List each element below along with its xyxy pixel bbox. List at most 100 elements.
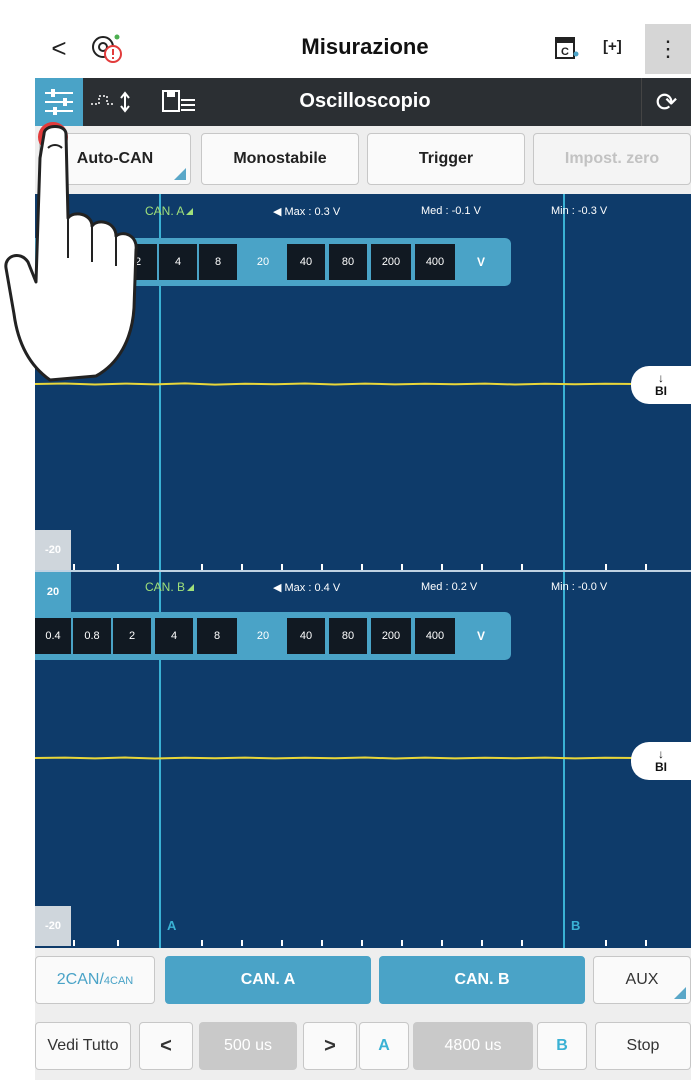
trigger-label: Trigger	[418, 150, 474, 167]
can-b-label: CAN. B	[454, 971, 510, 988]
channel-b-scale-selector: 0.4 0.8 2 4 8 20 40 80 200 400 V	[35, 612, 511, 660]
cursor-delta-value: 4800 us	[413, 1022, 533, 1070]
grid-tick	[645, 940, 647, 946]
channel-a-label[interactable]: CAN. A	[145, 204, 194, 218]
scale-option[interactable]: 40	[287, 618, 325, 654]
refresh-icon[interactable]: ⟳	[641, 78, 691, 126]
scale-unit: V	[476, 255, 485, 269]
vedi-tutto-button[interactable]: Vedi Tutto	[35, 1022, 131, 1070]
auto-can-label: Auto-CAN	[76, 150, 154, 167]
grid-tick	[441, 564, 443, 570]
can-a-button[interactable]: CAN. A	[165, 956, 371, 1004]
scale-option[interactable]: 400	[415, 244, 455, 280]
page-title: Misurazione	[301, 34, 429, 59]
channel-a-dropdown-icon	[186, 208, 194, 215]
calendar-c-icon[interactable]: C	[553, 34, 579, 62]
scale-option[interactable]: 80	[329, 618, 367, 654]
grid-tick	[201, 940, 203, 946]
grid-tick	[605, 940, 607, 946]
stop-label: Stop	[626, 1037, 660, 1054]
scale-option[interactable]: 8	[197, 618, 237, 654]
channel-b-baseline-marker[interactable]: ↓ BI	[631, 742, 691, 780]
time-prev-button[interactable]: <	[139, 1022, 193, 1070]
scale-option-selected[interactable]: 20	[243, 618, 283, 654]
scale-option[interactable]: 4	[159, 244, 197, 280]
cursor-b-button-label: B	[556, 1037, 568, 1054]
grid-tick	[117, 564, 119, 570]
dropdown-corner-icon	[174, 168, 186, 180]
fit-screen-icon[interactable]: [+]	[603, 38, 622, 55]
diagnostic-alert-icon[interactable]	[89, 32, 125, 66]
stop-button[interactable]: Stop	[595, 1022, 691, 1070]
pointing-hand-icon	[4, 125, 138, 382]
grid-tick	[441, 940, 443, 946]
scale-option[interactable]: 400	[415, 618, 455, 654]
grid-tick	[401, 564, 403, 570]
grid-tick	[401, 940, 403, 946]
scale-option[interactable]: 2	[113, 618, 151, 654]
trigger-wave-icon	[91, 91, 130, 113]
scale-option[interactable]: 80	[329, 244, 367, 280]
impost-zero-label: Impost. zero	[564, 150, 660, 167]
timebase-label: 500 us	[223, 1037, 273, 1054]
top-bar: < Misurazione C [+] ⋮	[35, 18, 691, 78]
svg-text:C: C	[561, 46, 569, 58]
scale-option[interactable]: 4	[155, 618, 193, 654]
can-b-button[interactable]: CAN. B	[379, 956, 585, 1004]
settings-sliders-tab[interactable]	[35, 78, 83, 126]
cursor-b-label: B	[571, 918, 581, 933]
impost-zero-button[interactable]: Impost. zero	[533, 133, 691, 185]
grid-tick	[321, 564, 323, 570]
grid-tick	[521, 564, 523, 570]
grid-tick	[117, 940, 119, 946]
trigger-button[interactable]: Trigger	[367, 133, 525, 185]
channel-a-baseline-marker[interactable]: ↓ BI	[631, 366, 691, 404]
save-list-tab[interactable]	[159, 88, 199, 116]
channel-a-max: ◀ Max : 0.3 V	[273, 206, 341, 218]
scale-option-selected[interactable]: 20	[243, 244, 283, 280]
more-vert-icon[interactable]: ⋮	[645, 24, 691, 74]
channel-b-max: ◀ Max : 0.4 V	[273, 582, 341, 594]
aux-label: AUX	[625, 971, 659, 988]
grid-tick	[481, 564, 483, 570]
channel-count-label: 2CAN/4CAN	[56, 971, 134, 988]
grid-tick	[645, 564, 647, 570]
channel-a-min: Min : -0.3 V	[551, 205, 608, 217]
channel-a-trace	[35, 382, 641, 386]
scale-option[interactable]: 200	[371, 244, 411, 280]
chevron-right-icon: >	[324, 1035, 336, 1057]
sliders-icon	[45, 89, 73, 115]
grid-tick	[241, 564, 243, 570]
dropdown-corner-icon	[674, 987, 686, 999]
oscilloscope-display[interactable]: CAN. A ◀ Max : 0.3 V Med : -0.1 V Min : …	[35, 194, 691, 948]
scale-option[interactable]: 0.8	[73, 618, 111, 654]
time-next-button[interactable]: >	[303, 1022, 357, 1070]
channel-b-label[interactable]: CAN. B	[145, 580, 195, 594]
can-a-label: CAN. A	[240, 971, 296, 988]
grid-tick	[281, 564, 283, 570]
cursor-a-button[interactable]: A	[359, 1022, 409, 1070]
scale-option[interactable]: 8	[199, 244, 237, 280]
grid-tick	[281, 940, 283, 946]
cursor-a-button-label: A	[378, 1037, 390, 1054]
grid-tick	[201, 564, 203, 570]
channel-b-top-level: 20	[35, 572, 71, 612]
channel-b-trace	[35, 756, 641, 760]
monostabile-button[interactable]: Monostabile	[201, 133, 359, 185]
grid-tick	[361, 940, 363, 946]
channel-separator	[35, 570, 691, 572]
scale-option[interactable]: 0.4	[35, 618, 71, 654]
back-icon[interactable]: <	[51, 33, 67, 63]
timebase-value: 500 us	[199, 1022, 297, 1070]
cursor-b-button[interactable]: B	[537, 1022, 587, 1070]
app-window: < Misurazione C [+] ⋮	[35, 18, 691, 1080]
grid-tick	[73, 564, 75, 570]
trigger-wave-tab[interactable]	[89, 90, 141, 114]
aux-button[interactable]: AUX	[593, 956, 691, 1004]
monostabile-label: Monostabile	[233, 150, 327, 167]
scale-option[interactable]: 200	[371, 618, 411, 654]
scale-option[interactable]: 40	[287, 244, 325, 280]
scale-unit: V	[476, 629, 485, 643]
grid-tick	[321, 940, 323, 946]
channel-count-button[interactable]: 2CAN/4CAN	[35, 956, 155, 1004]
